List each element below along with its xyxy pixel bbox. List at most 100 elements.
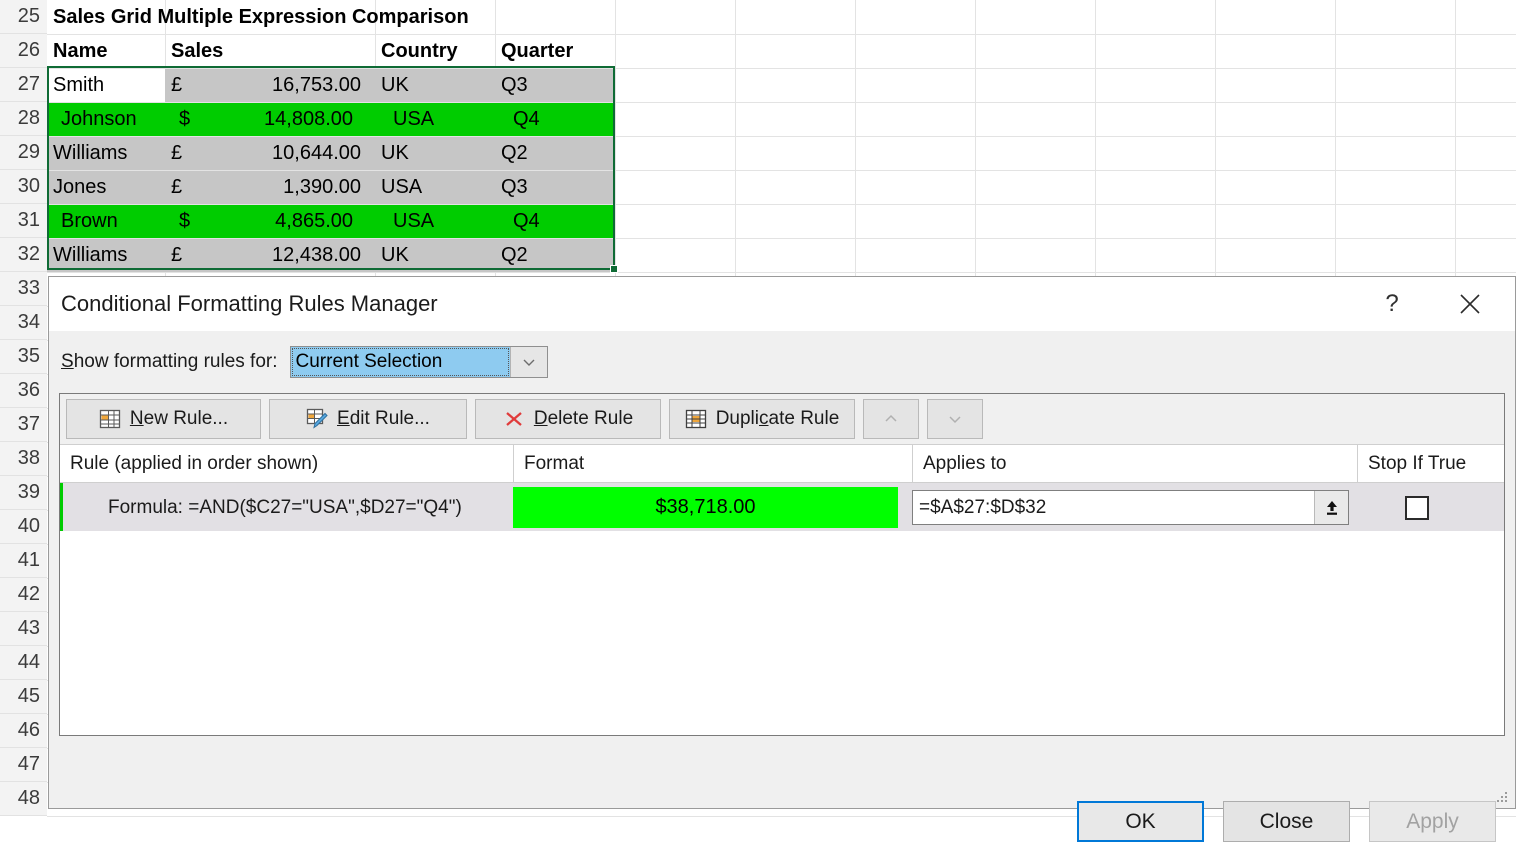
cell-sales-currency: £ (171, 176, 183, 198)
cell-sales-currency: £ (171, 244, 183, 266)
move-rule-down-button[interactable] (927, 399, 983, 439)
applies-to-field[interactable] (912, 490, 1349, 525)
cell-quarter[interactable]: Q4 (495, 103, 615, 136)
new-rule-label: New Rule... (129, 408, 229, 429)
row-header-25[interactable]: 25 (0, 0, 47, 34)
cell-name[interactable]: Williams (47, 137, 165, 170)
title-cell[interactable]: Sales Grid Multiple Expression Compariso… (53, 6, 469, 28)
row-header-31[interactable]: 31 (0, 204, 47, 238)
resize-grip[interactable] (1496, 790, 1508, 802)
new-rule-button[interactable]: New Rule... (66, 399, 261, 439)
cell-quarter[interactable]: Q4 (495, 205, 615, 238)
selection-fill-handle[interactable] (610, 265, 618, 273)
cell-sales-currency: £ (171, 74, 183, 96)
cell-sales-currency: $ (179, 108, 191, 130)
cell-name[interactable]: Williams (47, 239, 165, 272)
cell-country[interactable]: UK (375, 69, 495, 102)
cell-sales-currency: $ (179, 210, 191, 232)
row-header-37[interactable]: 37 (0, 408, 47, 442)
chevron-up-icon (882, 410, 900, 428)
cell-name[interactable]: Jones (47, 171, 165, 204)
cell-sales[interactable]: £12,438.00 (165, 239, 375, 272)
row-header-45[interactable]: 45 (0, 680, 47, 714)
cell-sales[interactable]: $4,865.00 (165, 205, 375, 238)
cell-sales-amount: 12,438.00 (272, 244, 361, 266)
row-header-36[interactable]: 36 (0, 374, 47, 408)
cell-country[interactable]: USA (375, 205, 495, 238)
chevron-down-icon[interactable] (509, 347, 547, 377)
row-header-29[interactable]: 29 (0, 136, 47, 170)
chevron-down-icon (946, 410, 964, 428)
grid-row-line (47, 204, 1516, 205)
cell-sales-currency: £ (171, 142, 183, 164)
show-formatting-rules-row: Show formatting rules for: Current Selec… (61, 345, 548, 379)
cell-sales[interactable]: £1,390.00 (165, 171, 375, 204)
row-header-30[interactable]: 30 (0, 170, 47, 204)
close-icon[interactable] (1443, 277, 1497, 331)
stop-if-true-checkbox[interactable] (1405, 496, 1429, 520)
rule-description: Formula: =AND($C27="USA",$D27="Q4") (108, 496, 462, 518)
header-cell-name[interactable]: Name (53, 40, 108, 62)
row-header-33[interactable]: 33 (0, 272, 47, 306)
new-rule-icon (99, 408, 121, 430)
cell-quarter[interactable]: Q2 (495, 239, 615, 272)
row-header-39[interactable]: 39 (0, 476, 47, 510)
cell-country[interactable]: UK (375, 137, 495, 170)
duplicate-rule-button[interactable]: Duplicate Rule (669, 399, 855, 439)
move-rule-up-button[interactable] (863, 399, 919, 439)
delete-icon (503, 408, 525, 430)
row-header-28[interactable]: 28 (0, 102, 47, 136)
rules-empty-area (60, 531, 1504, 735)
row-header-43[interactable]: 43 (0, 612, 47, 646)
row-header-42[interactable]: 42 (0, 578, 47, 612)
cell-name[interactable]: Johnson (47, 103, 165, 136)
dialog-title: Conditional Formatting Rules Manager (61, 291, 438, 316)
cell-quarter[interactable]: Q2 (495, 137, 615, 170)
row-header-34[interactable]: 34 (0, 306, 47, 340)
row-header-35[interactable]: 35 (0, 340, 47, 374)
show-formatting-rules-label: Show formatting rules for: (61, 351, 278, 372)
column-header-applies-to: Applies to (912, 445, 1357, 482)
cell-sales[interactable]: $14,808.00 (165, 103, 375, 136)
collapse-range-icon[interactable] (1314, 491, 1348, 524)
row-header-32[interactable]: 32 (0, 238, 47, 272)
cell-name[interactable]: Brown (47, 205, 165, 238)
cell-sales[interactable]: £16,753.00 (165, 69, 375, 102)
edit-rule-button[interactable]: Edit Rule... (269, 399, 467, 439)
row-header-38[interactable]: 38 (0, 442, 47, 476)
cell-country[interactable]: USA (375, 103, 495, 136)
format-preview[interactable]: $38,718.00 (513, 487, 898, 528)
cell-sales[interactable]: £10,644.00 (165, 137, 375, 170)
show-formatting-rules-value: Current Selection (290, 347, 510, 377)
row-header-48[interactable]: 48 (0, 782, 47, 816)
header-cell-country[interactable]: Country (381, 40, 458, 62)
row-header-41[interactable]: 41 (0, 544, 47, 578)
apply-button[interactable]: Apply (1369, 801, 1496, 842)
applies-to-input[interactable] (913, 491, 1314, 524)
cell-quarter[interactable]: Q3 (495, 69, 615, 102)
row-header-46[interactable]: 46 (0, 714, 47, 748)
edit-rule-icon (306, 408, 328, 430)
row-header-44[interactable]: 44 (0, 646, 47, 680)
cell-sales-amount: 14,808.00 (264, 108, 353, 130)
table-row[interactable]: Formula: =AND($C27="USA",$D27="Q4") $38,… (60, 483, 1504, 533)
show-formatting-rules-select[interactable]: Current Selection (289, 346, 548, 378)
close-button[interactable]: Close (1223, 801, 1350, 842)
row-header-40[interactable]: 40 (0, 510, 47, 544)
delete-rule-button[interactable]: Delete Rule (475, 399, 661, 439)
row-header-47[interactable]: 47 (0, 748, 47, 782)
rules-panel: New Rule... (59, 393, 1505, 736)
header-cell-sales[interactable]: Sales (171, 40, 224, 62)
edit-rule-label: Edit Rule... (337, 408, 430, 429)
ok-button[interactable]: OK (1077, 801, 1204, 842)
delete-rule-label: Delete Rule (533, 408, 634, 429)
cell-quarter[interactable]: Q3 (495, 171, 615, 204)
cell-country[interactable]: UK (375, 239, 495, 272)
row-header-27[interactable]: 27 (0, 68, 47, 102)
cell-name[interactable]: Smith (47, 69, 165, 102)
cell-country[interactable]: USA (375, 171, 495, 204)
grid-row-line (47, 68, 1516, 69)
header-cell-quarter[interactable]: Quarter (501, 40, 574, 62)
row-header-26[interactable]: 26 (0, 34, 47, 68)
help-icon[interactable]: ? (1385, 290, 1399, 317)
